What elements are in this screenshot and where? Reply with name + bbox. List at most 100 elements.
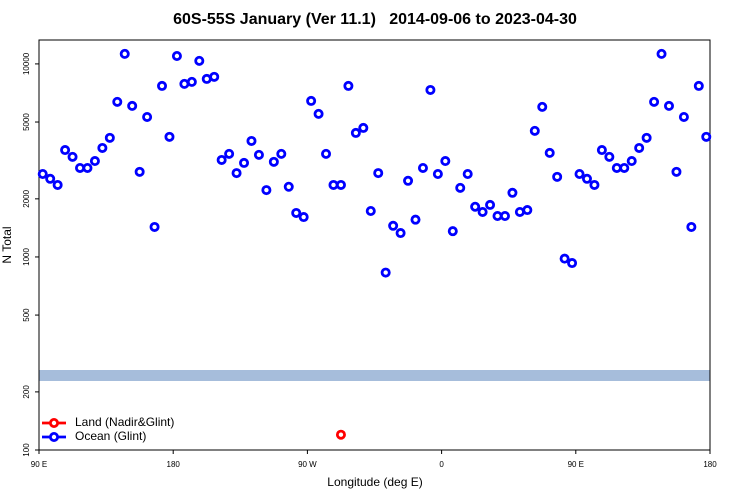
y-tick-label: 5000 <box>22 113 31 131</box>
point <box>596 145 607 156</box>
point <box>45 173 56 184</box>
point <box>529 125 540 136</box>
point <box>335 429 346 440</box>
band <box>39 370 710 381</box>
point <box>134 166 145 177</box>
point <box>589 179 600 190</box>
point <box>686 221 697 232</box>
legend-marker <box>49 417 60 428</box>
point <box>343 80 354 91</box>
y-axis-label: N Total <box>0 226 14 263</box>
point <box>470 201 481 212</box>
point <box>395 228 406 239</box>
point <box>164 131 175 142</box>
x-tick-label: 90 E <box>568 460 584 469</box>
point <box>619 162 630 173</box>
point <box>537 101 548 112</box>
point <box>82 162 93 173</box>
point <box>656 48 667 59</box>
legend-label: Land (Nadir&Glint) <box>75 415 174 429</box>
point <box>663 100 674 111</box>
point <box>276 148 287 159</box>
point <box>417 162 428 173</box>
point <box>678 111 689 122</box>
y-tick-label: 200 <box>22 385 31 399</box>
point <box>142 111 153 122</box>
point <box>626 156 637 167</box>
x-tick-label: 180 <box>167 460 181 469</box>
point <box>403 175 414 186</box>
point <box>306 95 317 106</box>
point <box>97 142 108 153</box>
point <box>581 173 592 184</box>
point <box>157 80 168 91</box>
point <box>313 108 324 119</box>
point <box>321 148 332 159</box>
point <box>693 80 704 91</box>
point <box>388 220 399 231</box>
point <box>224 148 235 159</box>
point <box>52 179 63 190</box>
point <box>186 76 197 87</box>
point <box>171 50 182 61</box>
point <box>253 149 264 160</box>
point <box>239 157 250 168</box>
point <box>216 154 227 165</box>
point <box>701 131 712 142</box>
point <box>455 182 466 193</box>
point <box>671 166 682 177</box>
point <box>209 71 220 82</box>
y-tick-label: 1000 <box>22 248 31 266</box>
point <box>604 151 615 162</box>
point <box>67 151 78 162</box>
point <box>298 212 309 223</box>
point <box>425 84 436 95</box>
point <box>231 168 242 179</box>
point <box>485 199 496 210</box>
x-tick-label: 0 <box>439 460 444 469</box>
plot-frame <box>38 39 711 451</box>
point <box>37 168 48 179</box>
y-tick-label: 100 <box>22 443 31 457</box>
y-tick-label: 10000 <box>22 52 31 75</box>
point <box>350 127 361 138</box>
x-tick-label: 180 <box>703 460 717 469</box>
point <box>552 171 563 182</box>
point <box>149 221 160 232</box>
x-tick-label: 90 E <box>31 460 47 469</box>
x-axis-label: Longitude (deg E) <box>327 475 422 489</box>
point <box>365 206 376 217</box>
point <box>440 156 451 167</box>
point <box>499 210 510 221</box>
y-tick-label: 500 <box>22 308 31 322</box>
point <box>104 132 115 143</box>
point <box>119 48 130 59</box>
legend-label: Ocean (Glint) <box>75 429 146 443</box>
point <box>410 214 421 225</box>
point <box>634 142 645 153</box>
point <box>373 168 384 179</box>
y-tick-label: 2000 <box>22 189 31 207</box>
point <box>641 132 652 143</box>
point <box>112 96 123 107</box>
point <box>477 206 488 217</box>
point <box>462 168 473 179</box>
point <box>567 258 578 269</box>
point <box>291 207 302 218</box>
point <box>246 135 257 146</box>
chart-title: 60S-55S January (Ver 11.1) 2014-09-06 to… <box>173 11 577 28</box>
point <box>60 145 71 156</box>
point <box>559 253 570 264</box>
point <box>127 100 138 111</box>
point <box>194 55 205 66</box>
point <box>283 181 294 192</box>
point <box>507 187 518 198</box>
point <box>261 185 272 196</box>
point <box>574 168 585 179</box>
x-tick-label: 90 W <box>298 460 317 469</box>
point <box>544 147 555 158</box>
point <box>432 168 443 179</box>
point <box>649 96 660 107</box>
point <box>89 156 100 167</box>
